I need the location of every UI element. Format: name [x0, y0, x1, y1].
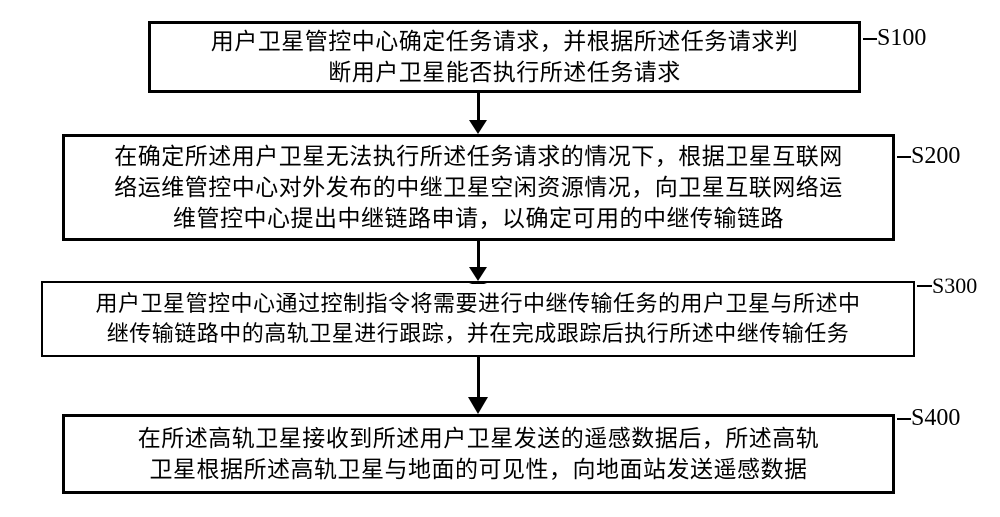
flow-node-text: 在所述高轨卫星接收到所述用户卫星发送的遥感数据后，所述高轨 卫星根据所述高轨卫星…	[130, 419, 828, 489]
flow-node-s100: 用户卫星管控中心确定任务请求，并根据所述任务请求判 断用户卫星能否执行所述任务请…	[148, 21, 861, 93]
step-label-s400: S400	[911, 405, 960, 432]
flow-node-s300: 用户卫星管控中心通过控制指令将需要进行中继传输任务的用户卫星与所述中 继传输链路…	[41, 281, 915, 357]
arrow-head-s100-s200	[469, 120, 487, 137]
flow-node-s200: 在确定所述用户卫星无法执行所述任务请求的情况下，根据卫星互联网 络运维管控中心对…	[62, 134, 895, 241]
label-tick-s400	[897, 418, 911, 420]
arrow-shaft-s300-s400	[477, 357, 480, 397]
step-label-s300: S300	[932, 273, 977, 299]
label-tick-s200	[897, 156, 911, 158]
flow-node-text: 在确定所述用户卫星无法执行所述任务请求的情况下，根据卫星互联网 络运维管控中心对…	[106, 137, 851, 238]
arrow-shaft-s200-s300	[477, 241, 480, 267]
flowchart-canvas: 用户卫星管控中心确定任务请求，并根据所述任务请求判 断用户卫星能否执行所述任务请…	[0, 0, 1000, 517]
step-label-s200: S200	[911, 143, 960, 170]
flow-node-text: 用户卫星管控中心确定任务请求，并根据所述任务请求判 断用户卫星能否执行所述任务请…	[203, 22, 807, 92]
arrow-shaft-s100-s200	[477, 93, 480, 120]
flow-node-s400: 在所述高轨卫星接收到所述用户卫星发送的遥感数据后，所述高轨 卫星根据所述高轨卫星…	[62, 414, 895, 494]
flow-node-text: 用户卫星管控中心通过控制指令将需要进行中继传输任务的用户卫星与所述中 继传输链路…	[87, 285, 868, 353]
arrow-head-s200-s300	[469, 267, 487, 284]
step-label-s100: S100	[877, 25, 926, 52]
label-tick-s300	[917, 285, 932, 287]
label-tick-s100	[863, 38, 877, 40]
arrow-head-s300-s400	[468, 397, 488, 417]
